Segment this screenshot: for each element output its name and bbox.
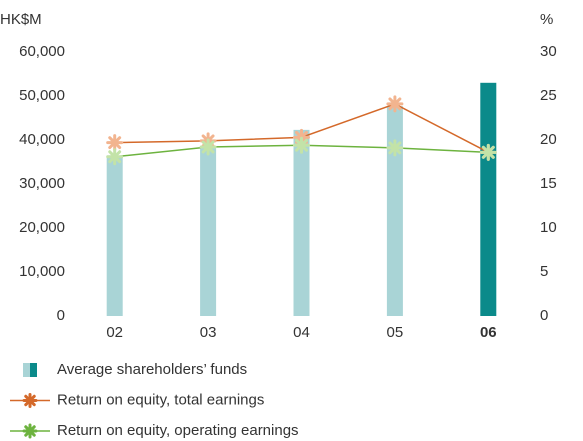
y-tick-label: 60,000 <box>19 43 65 60</box>
line-marker <box>106 148 124 166</box>
y2-tick-label: 30 <box>540 43 557 60</box>
marker-stroke <box>24 425 36 437</box>
bar <box>106 155 123 316</box>
x-tick-label: 04 <box>293 324 310 341</box>
line-marker <box>106 134 124 152</box>
marker-stroke <box>108 150 122 164</box>
bar <box>200 146 217 316</box>
bar <box>293 129 310 316</box>
y2-tick-label: 10 <box>540 219 557 236</box>
x-tick-label: 02 <box>106 324 123 341</box>
bar <box>386 106 403 317</box>
legend-label: Return on equity, operating earnings <box>57 422 299 439</box>
bar <box>480 82 497 316</box>
marker-stroke <box>295 138 308 152</box>
y-tick-label: 10,000 <box>19 263 65 280</box>
y2-tick-label: 25 <box>540 87 557 104</box>
x-tick-label: 05 <box>387 324 404 341</box>
y-axis-unit: HK$M <box>0 11 42 28</box>
legend-swatch <box>30 363 37 377</box>
x-tick-label: 06 <box>480 324 497 341</box>
y2-axis-unit: % <box>540 11 553 28</box>
line-marker <box>199 138 217 156</box>
marker-stroke <box>388 97 402 111</box>
marker-stroke <box>24 394 36 407</box>
marker-stroke <box>108 136 122 150</box>
y-tick-label: 30,000 <box>19 175 65 192</box>
y-tick-label: 20,000 <box>19 219 65 236</box>
legend-item: Return on equity, operating earnings <box>10 422 299 439</box>
y2-tick-label: 0 <box>540 307 548 324</box>
marker-stroke <box>201 140 215 154</box>
legend-item: Average shareholders’ funds <box>23 361 247 378</box>
line-marker <box>386 95 404 113</box>
y-tick-label: 50,000 <box>19 87 65 104</box>
x-tick-label: 03 <box>200 324 217 341</box>
legend-label: Average shareholders’ funds <box>57 361 247 378</box>
marker-stroke <box>481 145 495 159</box>
y2-tick-label: 5 <box>540 263 548 280</box>
y2-tick-label: 15 <box>540 175 557 192</box>
y-tick-label: 0 <box>57 307 65 324</box>
y2-tick-label: 20 <box>540 131 557 148</box>
marker-stroke <box>388 141 402 155</box>
y-tick-label: 40,000 <box>19 131 65 148</box>
legend-item: Return on equity, total earnings <box>10 391 264 408</box>
legend-label: Return on equity, total earnings <box>57 391 264 408</box>
legend-swatch <box>23 363 30 377</box>
line-marker <box>479 143 497 161</box>
line-marker <box>386 139 404 157</box>
line-marker <box>293 136 310 154</box>
